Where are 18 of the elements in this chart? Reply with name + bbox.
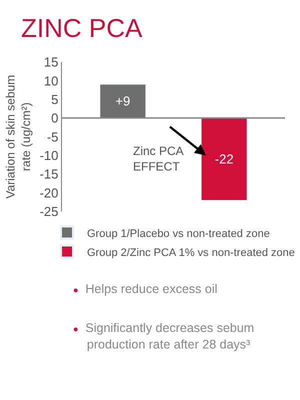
- y-tick-label: -20: [40, 185, 58, 200]
- y-tick-label: 10: [44, 73, 58, 88]
- y-tick-label: 0: [51, 110, 58, 126]
- annotation: Zinc PCA EFFECT: [133, 144, 184, 174]
- legend-label: Group 2/Zinc PCA 1% vs non-treated zone: [87, 246, 295, 259]
- y-tick-label: 15: [44, 54, 58, 70]
- y-tick-label: -10: [40, 148, 58, 163]
- y-tick-label: 5: [51, 92, 58, 107]
- y-tick-label: -25: [40, 204, 58, 220]
- y-axis-title: Variation of skin sebum rate (ug/cm²): [3, 74, 33, 199]
- chart-title: ZINC PCA: [21, 13, 143, 44]
- data-label: +9: [115, 94, 130, 109]
- legend-label: Group 1/Placebo vs non-treated zone: [87, 228, 270, 240]
- data-label: -22: [214, 152, 234, 167]
- y-tick-label: -15: [40, 166, 58, 182]
- text: ● Helps reduce excess oil: [73, 282, 218, 296]
- y-tick-label: -5: [46, 129, 58, 144]
- text: ● Significantly decreases sebum production rate after 28 days³: [73, 321, 254, 352]
